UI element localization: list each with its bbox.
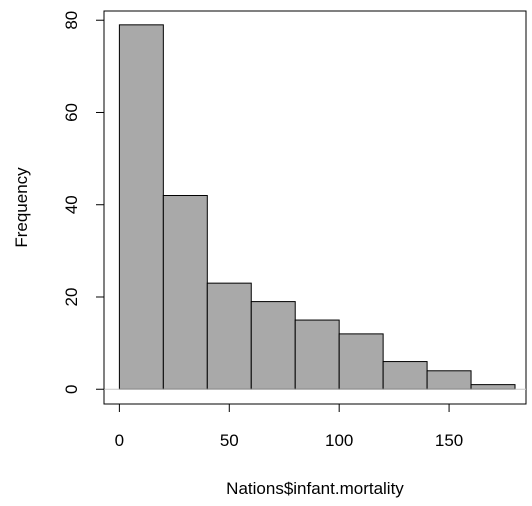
histogram-bar: [338, 333, 384, 390]
histogram-bar: [426, 370, 472, 390]
y-axis-label: Frequency: [12, 167, 31, 248]
x-tick-label: 100: [325, 431, 353, 450]
y-tick-label: 80: [62, 11, 81, 30]
x-axis: 0 50 100 150: [115, 403, 463, 450]
y-tick-label: 0: [62, 385, 81, 394]
histogram-bar: [118, 24, 164, 390]
histogram-bar: [294, 319, 340, 390]
y-tick-label: 60: [62, 103, 81, 122]
y-tick-label: 20: [62, 288, 81, 307]
histogram-bar: [382, 361, 428, 390]
histogram-bar: [162, 195, 208, 390]
histogram-bar: [250, 301, 296, 390]
histogram-bar: [206, 282, 252, 390]
bars-group: [118, 24, 516, 390]
x-tick-label: 150: [435, 431, 463, 450]
x-tick-label: 50: [220, 431, 239, 450]
y-axis: 0 20 40 60 80: [62, 11, 105, 394]
x-tick-label: 0: [115, 431, 124, 450]
x-axis-label: Nations$infant.mortality: [226, 479, 404, 498]
y-tick-label: 40: [62, 195, 81, 214]
histogram-bar: [470, 384, 516, 390]
